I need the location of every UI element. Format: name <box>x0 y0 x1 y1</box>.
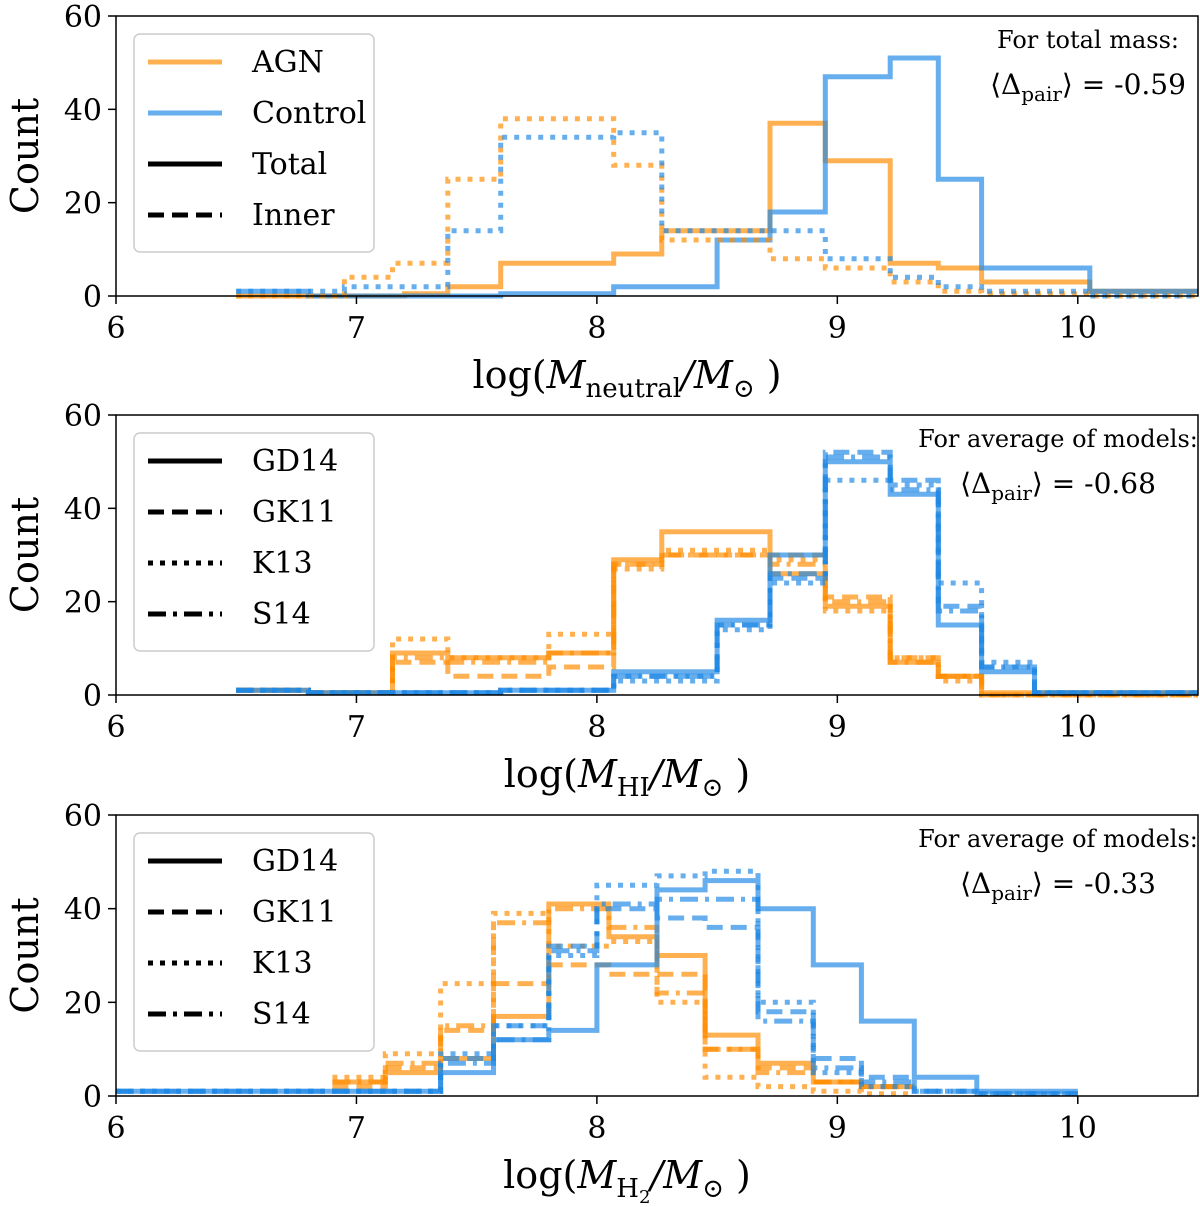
series-control-k13-dotted <box>116 868 1078 1097</box>
plot-frame <box>115 414 1199 696</box>
series-control-s14-dashdot <box>236 454 1198 696</box>
panel-1: 6 7 8 9 10 0 20 40 60 Count log(Mneutral/M⊙ ) AGN Co… <box>3 0 1199 404</box>
annotation-title: For total mass: <box>997 26 1179 54</box>
y-tick-label: 20 <box>64 586 102 621</box>
y-tick-label: 0 <box>83 679 102 714</box>
x-tick-label: 6 <box>106 1111 125 1146</box>
y-axis-label: Count <box>3 497 47 613</box>
annotation-title: For average of models: <box>918 425 1198 453</box>
panel-2: 6 7 8 9 10 0 20 40 60 Count log(MHI/M⊙ ) GD14 GK11 K1… <box>3 399 1199 803</box>
y-tick-label: 20 <box>64 187 102 222</box>
y-tick-label: 40 <box>64 93 102 128</box>
y-tick-label: 40 <box>64 893 102 928</box>
legend-label-gd14: GD14 <box>252 844 338 879</box>
x-tick-label: 10 <box>1059 710 1097 745</box>
x-tick-label: 7 <box>347 311 366 346</box>
y-tick-label: 60 <box>64 399 102 434</box>
series-control-s14-dashdot <box>116 896 1078 1097</box>
series-group <box>236 449 1198 698</box>
legend-label-gd14: GD14 <box>252 444 338 479</box>
x-tick-label: 9 <box>828 710 847 745</box>
x-tick-label: 8 <box>587 1111 606 1146</box>
x-tick-label: 10 <box>1059 311 1097 346</box>
series-control-control-dotted <box>236 130 1198 299</box>
x-tick-label: 10 <box>1059 1111 1097 1146</box>
x-tick-label: 8 <box>587 311 606 346</box>
y-tick-label: 40 <box>64 492 102 527</box>
series-control-gd14-solid <box>116 878 1078 1094</box>
legend-label-s14: S14 <box>252 997 311 1032</box>
legend-label-k13: K13 <box>252 546 313 581</box>
y-tick-label: 20 <box>64 986 102 1021</box>
legend-label-inner: Inner <box>252 198 335 233</box>
x-tick-label: 6 <box>106 710 125 745</box>
y-tick-label: 60 <box>64 799 102 834</box>
legend-label-control: Control <box>252 96 366 131</box>
legend-label-agn: AGN <box>251 45 324 80</box>
y-tick-label: 0 <box>83 280 102 315</box>
x-axis-label: log(Mneutral/M⊙ ) <box>472 353 781 404</box>
plot-frame <box>115 15 1199 297</box>
annotation-delta-pair: ⟨Δpair⟩ = -0.59 <box>990 68 1186 106</box>
x-tick-label: 6 <box>106 311 125 346</box>
legend: GD14 GK11 K13 S14 <box>133 432 375 652</box>
legend-box <box>133 33 375 253</box>
legend: GD14 GK11 K13 S14 <box>133 832 375 1052</box>
y-axis-label: Count <box>3 897 47 1013</box>
legend-label-total: Total <box>252 147 327 182</box>
x-axis-label: log(MHI/M⊙ ) <box>504 752 750 803</box>
x-tick-label: 7 <box>347 710 366 745</box>
annotation-delta-pair: ⟨Δpair⟩ = -0.33 <box>960 867 1156 905</box>
x-tick-label: 8 <box>587 710 606 745</box>
y-tick-label: 60 <box>64 0 102 35</box>
x-tick-label: 9 <box>828 311 847 346</box>
annotation-delta-pair: ⟨Δpair⟩ = -0.68 <box>960 467 1156 505</box>
legend-label-gk11: GK11 <box>252 895 337 930</box>
legend-box <box>133 832 375 1052</box>
series-control-control-solid <box>236 55 1198 299</box>
x-tick-label: 7 <box>347 1111 366 1146</box>
legend-box <box>133 432 375 652</box>
y-axis-label: Count <box>3 98 47 214</box>
legend-label-k13: K13 <box>252 946 313 981</box>
panel-3: 6 7 8 9 10 0 20 40 60 Count log(MH2/M⊙ ) GD14 GK11 K1… <box>3 799 1199 1207</box>
legend-label-s14: S14 <box>252 597 311 632</box>
plot-frame <box>115 814 1199 1097</box>
x-tick-label: 9 <box>828 1111 847 1146</box>
x-axis-label: log(MH2/M⊙ ) <box>503 1153 751 1207</box>
series-agn-s14-dashdot <box>236 552 1198 698</box>
annotation-title: For average of models: <box>918 825 1198 853</box>
series-agn-s14-dashdot <box>332 906 915 1090</box>
series-group <box>236 55 1198 299</box>
series-group <box>116 868 1078 1097</box>
legend-label-gk11: GK11 <box>252 495 337 530</box>
series-agn-k13-dotted <box>332 910 915 1097</box>
legend: AGN Control Total Inner <box>133 33 375 253</box>
y-tick-label: 0 <box>83 1080 102 1115</box>
